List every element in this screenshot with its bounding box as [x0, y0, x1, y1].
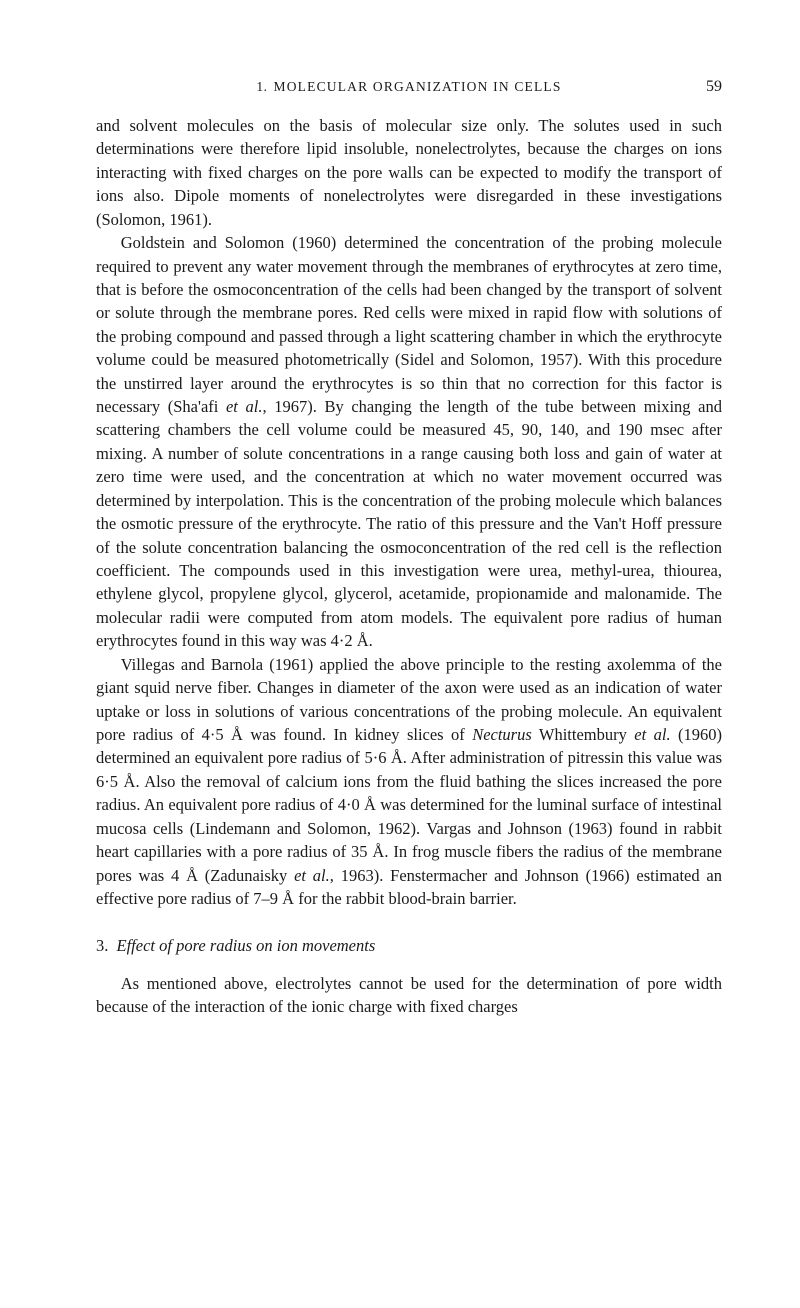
p2-et-al-1: et al. [226, 397, 262, 416]
section-heading: 3. Effect of pore radius on ion movement… [96, 934, 722, 957]
paragraph-4: As mentioned above, electrolytes cannot … [96, 972, 722, 1019]
paragraph-1: and solvent molecules on the basis of mo… [96, 114, 722, 231]
p3-necturus: Necturus [472, 725, 532, 744]
running-head-prefix: 1. [256, 79, 267, 94]
page-header: 1. MOLECULAR ORGANIZATION IN CELLS 59 [96, 78, 722, 96]
section-number: 3. [96, 936, 108, 955]
p3-et-al-2: et al. [294, 866, 330, 885]
p3-part-c: (1960) determined an equivalent pore rad… [96, 725, 722, 885]
body-text: and solvent molecules on the basis of mo… [96, 114, 722, 1019]
paragraph-3: Villegas and Barnola (1961) applied the … [96, 653, 722, 911]
paragraph-2: Goldstein and Solomon (1960) determined … [96, 231, 722, 653]
p2-part-b: , 1967). By changing the length of the t… [96, 397, 722, 650]
p3-et-al-1: et al. [634, 725, 670, 744]
running-head: 1. MOLECULAR ORGANIZATION IN CELLS [136, 79, 682, 95]
p2-part-a: Goldstein and Solomon (1960) determined … [96, 233, 722, 416]
running-head-text: MOLECULAR ORGANIZATION IN CELLS [274, 79, 562, 94]
p3-part-b: Whittembury [532, 725, 635, 744]
page-number: 59 [682, 78, 722, 96]
section-title: Effect of pore radius on ion movements [117, 936, 376, 955]
